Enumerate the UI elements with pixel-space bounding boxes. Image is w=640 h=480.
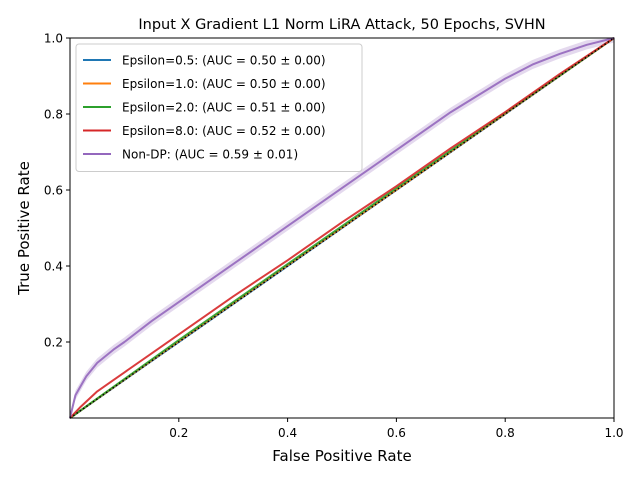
series-line-3	[69, 37, 615, 419]
reference-diagonal	[69, 37, 615, 419]
axes-frame	[69, 37, 615, 419]
legend-label-4: Non-DP: (AUC = 0.59 ± 0.01)	[122, 148, 298, 162]
series-line-4	[69, 37, 615, 419]
y-tick-label: 0.4	[44, 260, 63, 274]
chart-title: Input X Gradient L1 Norm LiRA Attack, 50…	[138, 17, 545, 33]
y-axis-label: True Positive Rate	[15, 161, 33, 296]
legend-label-1: Epsilon=1.0: (AUC = 0.50 ± 0.00)	[122, 77, 326, 91]
y-axis-ticks: 0.2 0.4 0.6 0.8 1.0	[44, 32, 70, 350]
legend-label-0: Epsilon=0.5: (AUC = 0.50 ± 0.00)	[122, 54, 326, 68]
x-axis-label: False Positive Rate	[272, 447, 411, 465]
x-tick-label: 0.4	[278, 426, 297, 440]
legend-box	[75, 43, 363, 172]
x-tick-label: 0.6	[387, 426, 406, 440]
x-tick-label: 0.8	[496, 426, 515, 440]
y-tick-label: 0.8	[44, 108, 63, 122]
roc-lines	[69, 37, 615, 419]
legend: Epsilon=0.5: (AUC = 0.50 ± 0.00) Epsilon=…	[75, 43, 363, 172]
x-axis-ticks: 0.2 0.4 0.6 0.8 1.0	[169, 418, 624, 440]
x-tick-label: 0.2	[169, 426, 188, 440]
y-tick-label: 1.0	[44, 32, 63, 46]
plot-area	[69, 37, 615, 419]
legend-label-3: Epsilon=8.0: (AUC = 0.52 ± 0.00)	[122, 124, 326, 138]
y-tick-label: 0.2	[44, 336, 63, 350]
legend-label-2: Epsilon=2.0: (AUC = 0.51 ± 0.00)	[122, 101, 326, 115]
y-tick-label: 0.6	[44, 184, 63, 198]
x-tick-label: 1.0	[604, 426, 623, 440]
